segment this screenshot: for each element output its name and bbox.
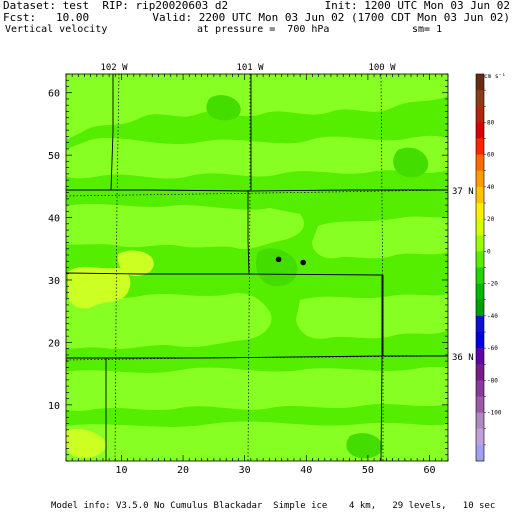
colorbar-swatch [476,122,484,139]
colorbar-label: 20 [487,216,495,223]
colorbar-swatch [476,170,484,188]
colorbar-swatch [476,428,484,446]
colorbar-swatch [476,90,484,107]
forecast-hour-label: Fcst: 10.00 [3,11,90,24]
velocity-field [66,74,448,461]
pressure-level-label: at pressure = 700 hPa [197,24,330,35]
y-tick-label: 60 [48,89,60,100]
colorbar-swatch [476,364,484,381]
colorbar-swatch [476,203,484,220]
x-tick-label: 60 [423,465,435,476]
latitude-label-37n: 37 N [452,187,474,197]
y-tick-label: 40 [48,214,60,225]
colorbar-label: -40 [487,313,498,320]
y-tick-label: 30 [48,276,60,287]
longitude-label-100w: 100 W [368,63,396,73]
x-tick-label: 50 [362,465,374,476]
longitude-label-101w: 101 W [236,63,264,73]
model-info-footer: Model info: V3.5.0 No Cumulus Blackadar … [51,501,496,511]
y-axis-ticks: 10 20 30 40 50 60 [48,73,448,462]
smoothing-label: sm= 1 [412,24,443,35]
colorbar-label: -60 [487,345,498,352]
y-tick-label: 50 [48,151,60,162]
dataset-label: Dataset: test RIP: rip20020603 d2 [3,0,229,12]
colorbar-swatch [476,332,484,349]
colorbar-swatch [476,380,484,397]
colorbar-swatch [476,315,484,333]
latitude-label-36n: 36 N [452,353,474,363]
colorbar-label: 80 [487,119,495,126]
colorbar-label: 0 [487,248,491,255]
colorbar-label: -20 [487,281,498,288]
x-tick-label: 10 [115,465,127,476]
colorbar-swatch [476,267,484,284]
colorbar-label: -80 [487,377,498,384]
colorbar-swatch [476,299,484,317]
colorbar-label: -100 [487,410,502,417]
colorbar-label: 60 [487,152,495,159]
colorbar-swatch [476,138,484,155]
colorbar-swatch [476,186,484,204]
x-tick-label: 30 [239,465,251,476]
colorbar-swatch [476,283,484,301]
colorbar-swatch [476,396,484,413]
colorbar-swatch [476,444,484,462]
colorbar-swatch [476,106,484,123]
colorbar-swatch [476,154,484,172]
colorbar-swatch [476,251,484,268]
colorbar-swatch [476,235,484,252]
colorbar-swatch [476,348,484,365]
valid-time-label: Valid: 2200 UTC Mon 03 Jun 02 (1700 CDT … [152,11,510,24]
init-time-label: Init: 1200 UTC Mon 03 Jun 02 [324,0,510,12]
colorbar: 80 60 40 20 0 -20 -40 -60 -80 -100 [475,73,502,462]
strong-ascent-areas [66,250,154,458]
station-markers [275,256,307,266]
x-tick-label: 20 [177,465,189,476]
colorbar-label: 40 [487,184,495,191]
descent-areas [206,95,429,459]
colorbar-swatch [476,412,484,430]
y-tick-label: 20 [48,338,60,349]
field-name-label: Vertical velocity [5,24,108,35]
lat-lon-grid [66,74,448,461]
y-tick-label: 10 [48,401,60,412]
station-point [300,259,307,266]
x-axis-ticks: 10 20 30 40 50 60 [65,74,449,476]
station-point [275,256,282,263]
longitude-label-102w: 102 W [100,63,128,73]
x-tick-label: 40 [300,465,312,476]
colorbar-swatch [476,74,484,91]
colorbar-units-label: cm s⁻¹ [484,73,506,80]
colorbar-swatch [476,219,484,236]
